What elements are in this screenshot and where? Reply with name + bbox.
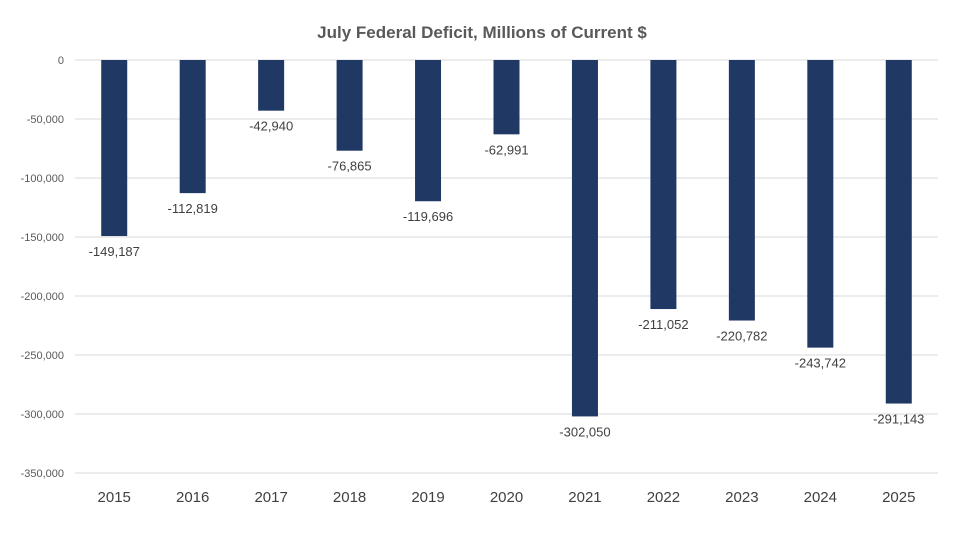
bar-2021	[571, 60, 598, 417]
y-tick-label: 0	[58, 55, 64, 67]
y-tick-label: -50,000	[27, 114, 64, 126]
y-tick-label: -350,000	[21, 468, 64, 480]
data-labels: -149,187 -112,819 -42,940 -76,865 -119,696 -6…	[89, 119, 925, 440]
bar-2016	[179, 60, 206, 194]
bar-2018	[336, 60, 363, 151]
x-tick-label-2025: 2025	[882, 489, 915, 506]
gridlines	[75, 59, 938, 474]
data-label-2021: -302,050	[559, 424, 610, 439]
y-tick-label: -200,000	[21, 291, 64, 303]
data-label-2025: -291,143	[873, 412, 924, 427]
x-tick-label-2020: 2020	[490, 489, 523, 506]
data-label-2015: -149,187	[89, 244, 140, 259]
data-label-2019: -119,696	[403, 209, 453, 224]
x-tick-label-2019: 2019	[411, 489, 444, 506]
x-tick-label-2017: 2017	[254, 489, 287, 506]
x-tick-label-2018: 2018	[333, 489, 366, 506]
bar-2022	[650, 60, 677, 310]
y-tick-label: -100,000	[21, 173, 64, 185]
y-tick-label: -250,000	[21, 350, 64, 362]
data-label-2018: -76,865	[328, 159, 372, 174]
data-label-2024: -243,742	[795, 356, 846, 371]
x-tick-label-2021: 2021	[568, 489, 601, 506]
bar-2020	[493, 60, 520, 135]
y-tick-label: -150,000	[21, 232, 64, 244]
x-tick-label-2016: 2016	[176, 489, 209, 506]
bar-2015	[101, 60, 128, 237]
data-label-2017: -42,940	[249, 119, 293, 134]
bar-2024	[807, 60, 834, 348]
x-tick-label-2023: 2023	[725, 489, 758, 506]
data-label-2023: -220,782	[716, 329, 767, 344]
bars	[101, 60, 912, 417]
y-tick-label: -300,000	[21, 409, 64, 421]
data-label-2022: -211,052	[638, 317, 688, 332]
bar-2019	[415, 60, 442, 202]
bar-2017	[258, 60, 285, 111]
chart-title: July Federal Deficit, Millions of Curren…	[317, 23, 647, 42]
bar-2025	[885, 60, 912, 404]
data-label-2016: -112,819	[168, 201, 218, 216]
x-axis: 2015 2016 2017 2018 2019 2020 2021 2022 2023 2024…	[98, 489, 916, 506]
bar-2023	[728, 60, 755, 321]
x-tick-label-2015: 2015	[98, 489, 131, 506]
x-tick-label-2024: 2024	[804, 489, 837, 506]
y-axis: 0 -50,000 -100,000 -150,000 -200,000 -250,000…	[21, 55, 64, 480]
x-tick-label-2022: 2022	[647, 489, 680, 506]
data-label-2020: -62,991	[484, 142, 528, 157]
